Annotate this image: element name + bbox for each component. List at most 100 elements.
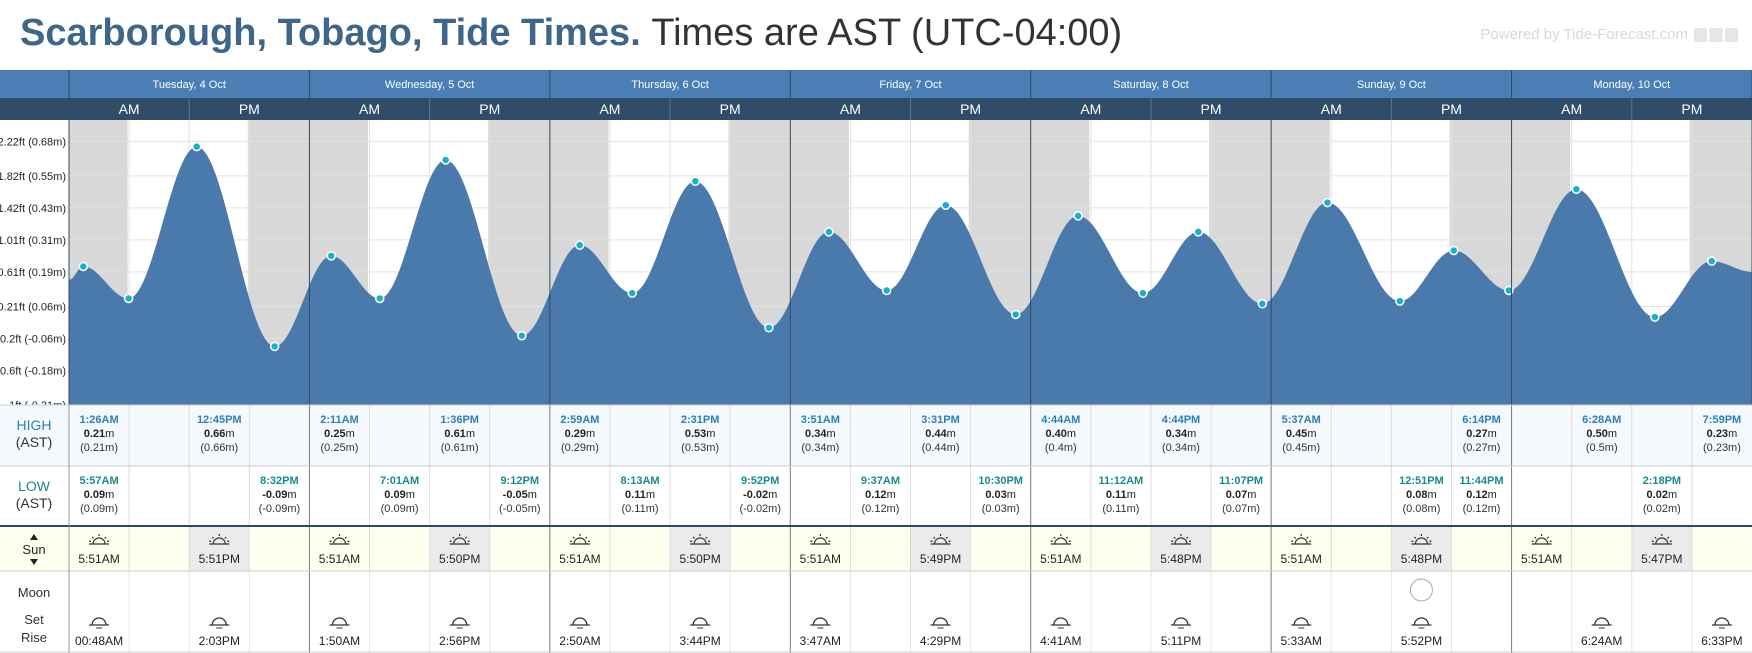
unit-flags-icon[interactable]	[1694, 28, 1738, 43]
high-tide-height-alt: (0.21m)	[80, 442, 118, 454]
moon-set-time: 2:50AM	[559, 634, 600, 648]
moon-row-label: Moon	[18, 585, 51, 600]
high-tide-height: 0.66m	[204, 428, 235, 440]
low-tide-point[interactable]	[517, 330, 527, 341]
low-tide-point[interactable]	[375, 293, 385, 304]
high-tide-point[interactable]	[941, 200, 951, 210]
high-tide-point[interactable]	[1449, 245, 1459, 256]
sunset-cell	[1391, 526, 1452, 571]
low-tide-point[interactable]	[1257, 299, 1268, 309]
high-tide-time: 3:51AM	[801, 414, 840, 426]
am-label: AM	[1561, 101, 1582, 117]
low-tide-point[interactable]	[123, 293, 134, 304]
moonset-icon	[569, 617, 590, 629]
low-tide-height: 0.11m	[625, 489, 655, 501]
low-tide-time: 9:37AM	[861, 475, 900, 487]
high-tide-height-alt: (0.4m)	[1045, 442, 1077, 454]
high-tide-height-alt: (0.5m)	[1586, 442, 1618, 454]
low-tide-point[interactable]	[764, 323, 774, 333]
high-tide-point[interactable]	[690, 176, 701, 187]
high-tide-height-alt: (0.25m)	[321, 442, 359, 454]
moon-set-time: 6:24AM	[1581, 634, 1622, 648]
sunrise-time: 5:51AM	[78, 552, 119, 566]
high-tide-point[interactable]	[1571, 184, 1582, 195]
moonrise-icon	[930, 617, 951, 629]
low-tide-height: 0.02m	[1647, 489, 1678, 501]
low-tide-point[interactable]	[1138, 288, 1148, 298]
moonset-icon	[1291, 617, 1312, 629]
sunset-icon	[1411, 534, 1432, 545]
low-tide-point[interactable]	[269, 341, 280, 352]
high-tide-height: 0.61m	[444, 428, 475, 440]
low-tide-height-alt: (0.07m)	[1222, 503, 1260, 515]
low-tide-height-alt: (0.12m)	[1463, 503, 1501, 515]
day-label: Tuesday, 4 Oct	[153, 79, 226, 91]
low-tide-point[interactable]	[1504, 285, 1514, 296]
sunset-icon	[689, 534, 711, 545]
low-tide-point[interactable]	[881, 285, 892, 296]
sunrise-icon	[88, 534, 110, 545]
low-tide-row	[0, 466, 1752, 526]
sunrise-time: 5:51AM	[800, 552, 841, 566]
moon-rise-time: 5:52PM	[1401, 634, 1442, 648]
high-tide-height-alt: (0.29m)	[561, 442, 599, 454]
high-tide-point[interactable]	[1193, 227, 1204, 237]
low-tide-time: 12:51PM	[1399, 475, 1444, 487]
y-tick-label: 2.22ft (0.68m)	[0, 136, 66, 148]
moonset-icon	[810, 617, 831, 629]
low-tide-height: 0.12m	[865, 489, 896, 501]
high-tide-point[interactable]	[1322, 197, 1333, 208]
high-tide-time: 2:59AM	[560, 414, 599, 426]
full-moon-icon	[1409, 578, 1433, 602]
high-tide-height: 0.27m	[1466, 428, 1497, 440]
low-tide-point[interactable]	[1010, 309, 1021, 320]
low-tide-time: 10:30PM	[978, 475, 1023, 487]
y-tick-label: -1ft (-0.31m)	[5, 400, 66, 412]
moonrise-icon	[690, 617, 711, 629]
high-tide-point[interactable]	[326, 251, 337, 261]
high-tide-point[interactable]	[1073, 211, 1083, 221]
low-tide-point[interactable]	[627, 288, 637, 298]
low-tide-height-alt: (-0.05m)	[499, 503, 541, 515]
pm-label: PM	[239, 101, 260, 117]
moon-rise-time: 5:11PM	[1161, 634, 1201, 648]
high-tide-time: 5:37AM	[1282, 414, 1321, 426]
sunset-icon	[209, 534, 230, 545]
pm-label: PM	[479, 101, 500, 117]
low-tide-time: 11:12AM	[1099, 475, 1144, 487]
low-tide-height: 0.12m	[1466, 489, 1497, 501]
location-title: Scarborough, Tobago, Tide Times.	[20, 12, 641, 54]
high-tide-point[interactable]	[574, 240, 585, 250]
moon-row	[0, 571, 1752, 653]
high-tide-height: 0.45m	[1286, 428, 1317, 440]
day-label: Friday, 7 Oct	[879, 79, 941, 91]
high-tide-point[interactable]	[191, 141, 202, 152]
high-tide-point[interactable]	[1706, 256, 1717, 266]
low-tide-point[interactable]	[1395, 296, 1405, 306]
low-tide-height: -0.02m	[743, 489, 777, 501]
powered-by-text: Powered by Tide-Forecast.com	[1480, 26, 1688, 43]
low-tide-height-alt: (-0.09m)	[259, 503, 301, 515]
sunset-cell	[429, 526, 490, 571]
low-tide-point[interactable]	[1650, 312, 1660, 322]
high-tide-point[interactable]	[440, 155, 451, 165]
pm-label: PM	[720, 101, 741, 117]
sunset-time: 5:48PM	[1401, 552, 1442, 566]
pm-label: PM	[960, 101, 981, 117]
high-tide-point[interactable]	[824, 227, 834, 237]
high-tide-time: 6:14PM	[1462, 414, 1501, 426]
high-tide-height-alt: (0.45m)	[1282, 442, 1320, 454]
high-tide-point[interactable]	[78, 261, 89, 272]
sunrise-time: 5:51AM	[1281, 552, 1322, 566]
moon-set-time: 00:48AM	[75, 634, 123, 648]
powered-by-link[interactable]: Powered by Tide-Forecast.com	[1480, 26, 1738, 43]
pm-label: PM	[1201, 101, 1222, 117]
low-tide-time: 8:13AM	[620, 475, 659, 487]
title-bar: Scarborough, Tobago, Tide Times. Times a…	[0, 0, 1752, 70]
high-tide-height-alt: (0.27m)	[1463, 442, 1501, 454]
moonrise-icon	[1711, 617, 1732, 629]
high-tide-height: 0.34m	[1166, 428, 1197, 440]
high-tide-height: 0.23m	[1707, 428, 1738, 440]
sun-row-label: Sun	[22, 542, 45, 557]
sunrise-time: 5:51AM	[1521, 552, 1562, 566]
